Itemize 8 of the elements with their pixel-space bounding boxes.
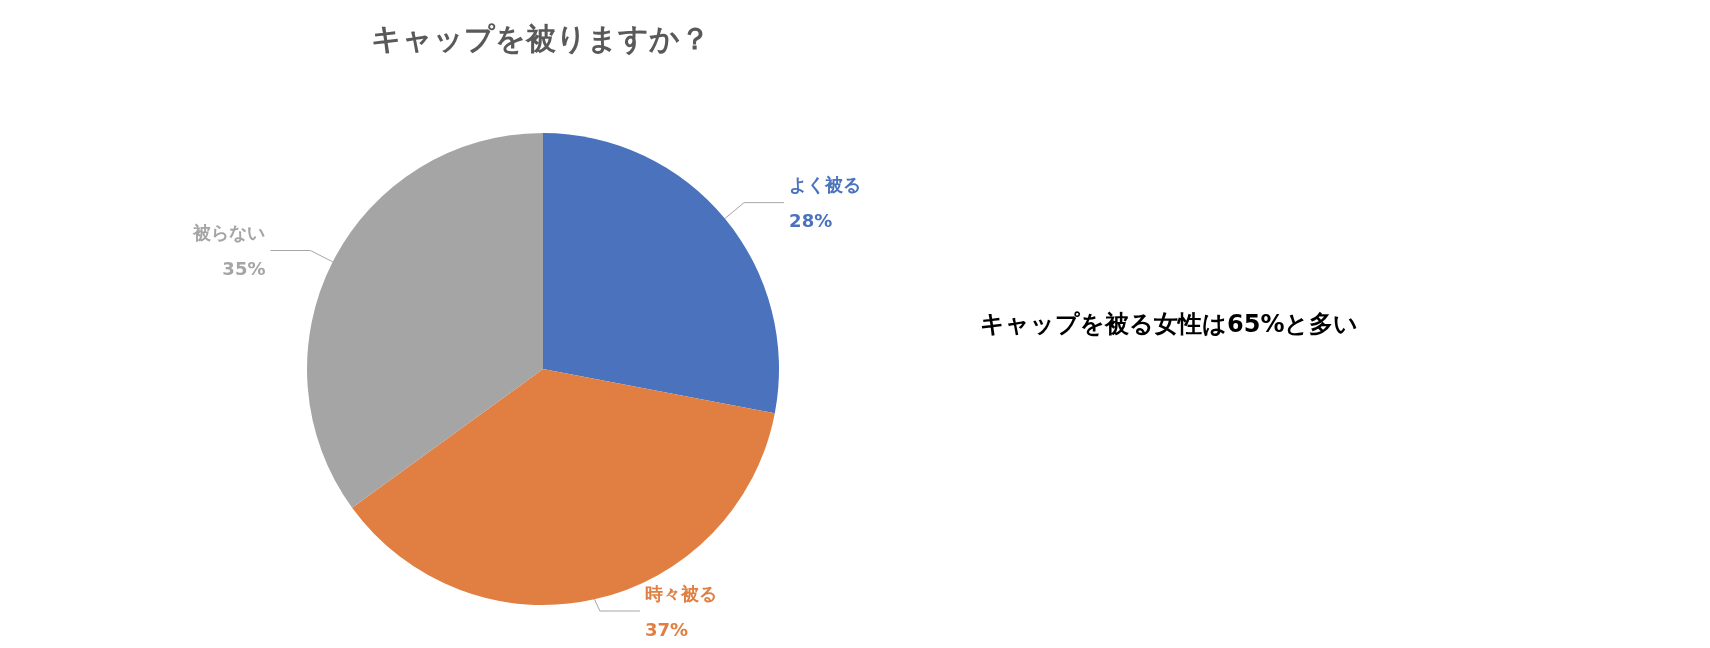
data-label: 37% xyxy=(644,618,689,640)
slice-label: よく被る xyxy=(789,174,862,196)
slice-label: 被らない xyxy=(192,222,266,244)
text: キャップを被る女性は65%と多い xyxy=(980,310,1359,338)
data-label: 35% xyxy=(222,258,266,280)
data-label: 28% xyxy=(789,210,833,232)
slice-label: 時々被る xyxy=(644,582,717,604)
chart-title: キャップを被りますか？ xyxy=(370,20,710,56)
